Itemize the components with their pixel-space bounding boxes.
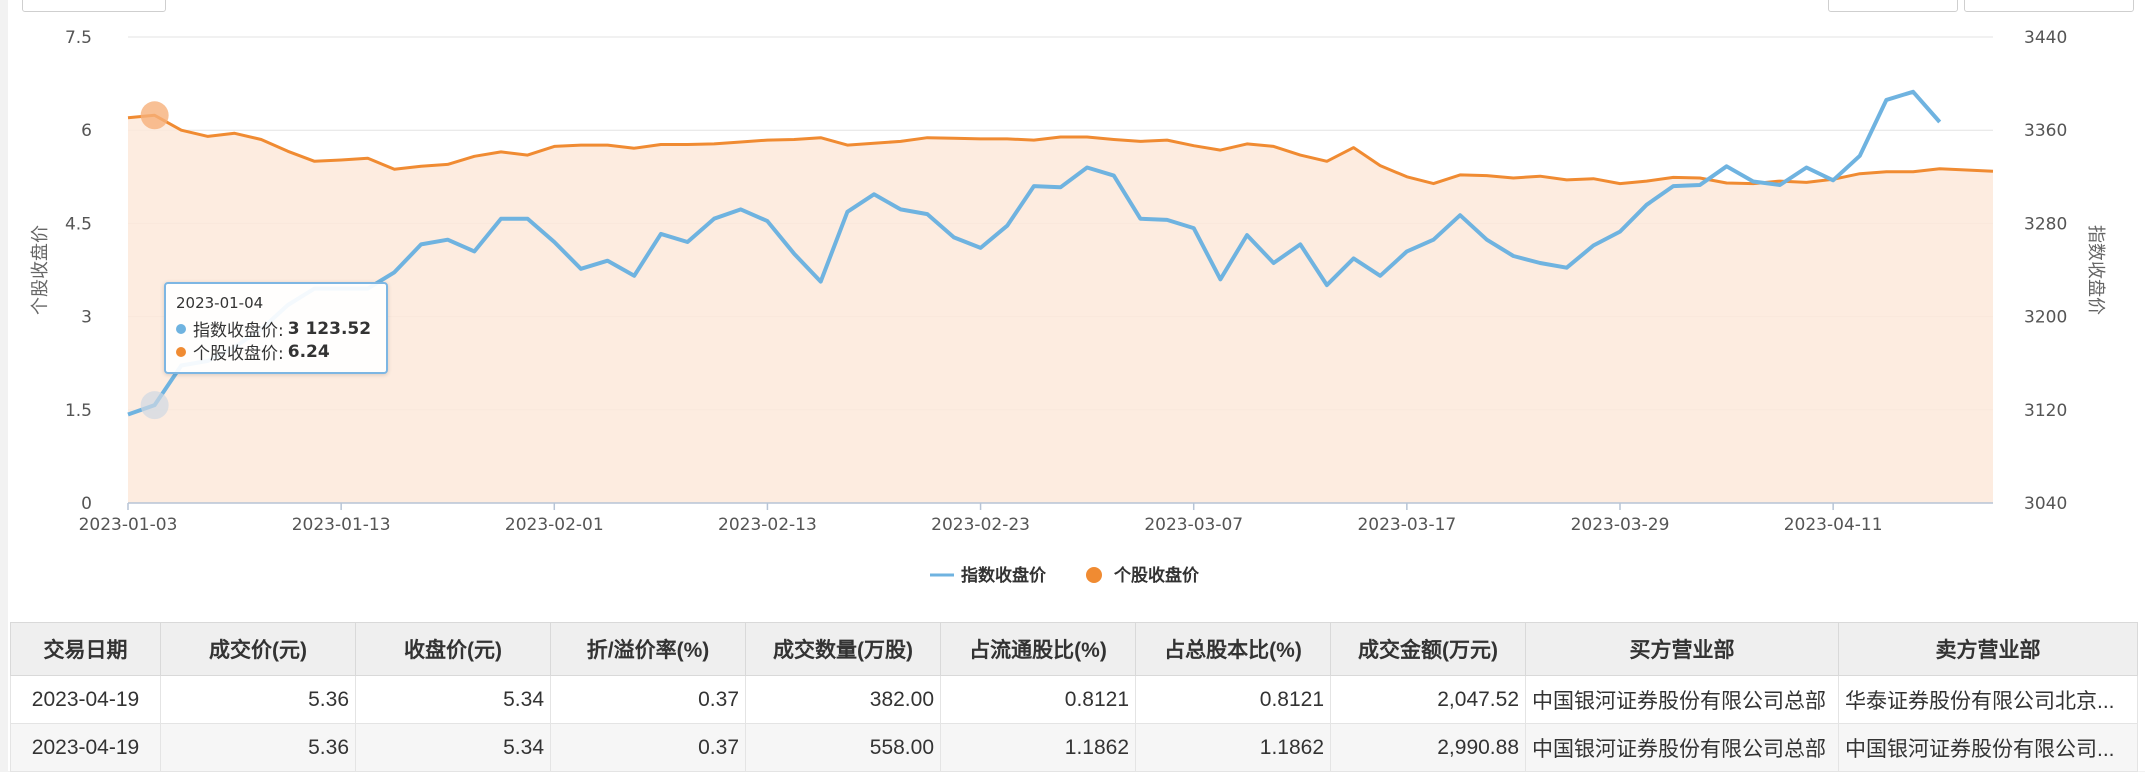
tooltip-index-row: 指数收盘价: 3 123.52 bbox=[176, 317, 376, 341]
top-right-button-2[interactable] bbox=[1964, 0, 2134, 12]
table-row[interactable]: 2023-04-19 5.36 5.34 0.37 558.00 1.1862 … bbox=[10, 723, 2138, 772]
index-dot-icon bbox=[176, 323, 186, 334]
legend[interactable]: 指数收盘价 个股收盘价 bbox=[930, 565, 1200, 586]
col-seller[interactable]: 卖方营业部 bbox=[1838, 622, 2138, 676]
block-trade-table: 交易日期 成交价(元) 收盘价(元) 折/溢价率(%) 成交数量(万股) 占流通… bbox=[10, 622, 2138, 772]
x-tick-label: 2023-04-11 bbox=[1784, 515, 1883, 535]
cell-total-ratio: 0.8121 bbox=[1135, 675, 1331, 724]
x-tick-label: 2023-01-03 bbox=[79, 515, 178, 535]
col-total-ratio[interactable]: 占总股本比(%) bbox=[1135, 622, 1331, 676]
y-left-tick-label: 0 bbox=[81, 494, 92, 514]
col-close-price[interactable]: 收盘价(元) bbox=[355, 622, 551, 676]
cell-date: 2023-04-19 bbox=[10, 723, 161, 772]
col-deal-price[interactable]: 成交价(元) bbox=[160, 622, 356, 676]
top-left-button[interactable] bbox=[22, 0, 166, 12]
cell-volume: 382.00 bbox=[745, 675, 941, 724]
tooltip-stock-value: 6.24 bbox=[287, 341, 330, 362]
cell-amount: 2,990.88 bbox=[1330, 723, 1526, 772]
top-right-button-1[interactable] bbox=[1828, 0, 1958, 12]
x-tick-label: 2023-03-17 bbox=[1357, 515, 1456, 535]
cell-float-ratio: 0.8121 bbox=[940, 675, 1136, 724]
x-tick-label: 2023-03-29 bbox=[1571, 515, 1670, 535]
x-tick-label: 2023-02-23 bbox=[931, 515, 1030, 535]
col-buyer[interactable]: 买方营业部 bbox=[1525, 622, 1839, 676]
legend-stock-swatch[interactable] bbox=[1086, 567, 1102, 583]
table-header-row: 交易日期 成交价(元) 收盘价(元) 折/溢价率(%) 成交数量(万股) 占流通… bbox=[10, 622, 2138, 676]
y-right-tick-label: 3040 bbox=[2024, 494, 2067, 514]
y-left-tick-label: 6 bbox=[81, 121, 92, 141]
stock-dot-icon bbox=[176, 346, 186, 357]
x-tick-label: 2023-01-13 bbox=[292, 515, 391, 535]
legend-index-label[interactable]: 指数收盘价 bbox=[961, 565, 1047, 586]
stock-area bbox=[128, 115, 1993, 504]
col-float-ratio[interactable]: 占流通股比(%) bbox=[940, 622, 1136, 676]
y-right-tick-label: 3200 bbox=[2024, 308, 2067, 328]
y-right-tick-label: 3280 bbox=[2024, 214, 2067, 234]
col-volume[interactable]: 成交数量(万股) bbox=[745, 622, 941, 676]
tooltip-stock-row: 个股收盘价: 6.24 bbox=[176, 340, 376, 364]
y-right-axis-title: 指数收盘价 bbox=[2085, 225, 2106, 315]
legend-stock-label[interactable]: 个股收盘价 bbox=[1113, 565, 1200, 586]
y-left-axis-title: 个股收盘价 bbox=[30, 225, 51, 315]
y-right-tick-label: 3120 bbox=[2024, 401, 2067, 421]
y-right-tick-label: 3360 bbox=[2024, 121, 2067, 141]
cell-premium-rate: 0.37 bbox=[550, 723, 746, 772]
cell-deal-price: 5.36 bbox=[160, 675, 356, 724]
cell-buyer: 中国银河证券股份有限公司总部 bbox=[1525, 723, 1839, 772]
tooltip-stock-label: 个股收盘价: bbox=[193, 344, 284, 364]
tooltip-date: 2023-01-04 bbox=[176, 294, 264, 312]
cell-buyer: 中国银河证券股份有限公司总部 bbox=[1525, 675, 1839, 724]
cell-close-price: 5.34 bbox=[355, 675, 551, 724]
cell-total-ratio: 1.1862 bbox=[1135, 723, 1331, 772]
cell-float-ratio: 1.1862 bbox=[940, 723, 1136, 772]
cell-date: 2023-04-19 bbox=[10, 675, 161, 724]
cell-deal-price: 5.36 bbox=[160, 723, 356, 772]
index-close-line[interactable] bbox=[127, 89, 1942, 417]
x-tick-label: 2023-02-01 bbox=[505, 515, 604, 535]
y-left-tick-label: 1.5 bbox=[65, 401, 92, 421]
hover-markers bbox=[140, 101, 169, 420]
chart-tooltip: 2023-01-04 指数收盘价: 3 123.52 个股收盘价: 6.24 bbox=[164, 282, 388, 374]
y-right-tick-label: 3440 bbox=[2024, 28, 2067, 48]
y-left-tick-label: 4.5 bbox=[65, 214, 92, 234]
price-chart[interactable]: 0 3040 1.5 3120 3 3200 4.5 3280 6 3360 7.5 3440 个股收盘… bbox=[0, 0, 2145, 610]
y-left-tick-label: 7.5 bbox=[65, 28, 92, 48]
table-row[interactable]: 2023-04-19 5.36 5.34 0.37 382.00 0.8121 … bbox=[10, 675, 2138, 724]
col-premium-rate[interactable]: 折/溢价率(%) bbox=[550, 622, 746, 676]
stock-area-fill bbox=[128, 115, 1993, 504]
cell-premium-rate: 0.37 bbox=[550, 675, 746, 724]
cell-seller: 中国银河证券股份有限公司... bbox=[1838, 723, 2138, 772]
y-left-tick-label: 3 bbox=[81, 308, 92, 328]
series-lines bbox=[127, 89, 1994, 417]
cell-seller: 华泰证券股份有限公司北京... bbox=[1838, 675, 2138, 724]
tooltip-index-value: 3 123.52 bbox=[287, 318, 372, 339]
stock-hover-marker bbox=[140, 101, 169, 130]
stock-close-line[interactable] bbox=[127, 113, 1994, 186]
col-trade-date[interactable]: 交易日期 bbox=[10, 622, 161, 676]
cell-amount: 2,047.52 bbox=[1330, 675, 1526, 724]
cell-volume: 558.00 bbox=[745, 723, 941, 772]
axes: 0 3040 1.5 3120 3 3200 4.5 3280 6 3360 7.5 3440 个股收盘… bbox=[30, 28, 2106, 535]
col-amount[interactable]: 成交金额(万元) bbox=[1330, 622, 1526, 676]
tooltip-index-label: 指数收盘价: bbox=[193, 321, 284, 341]
x-tick-label: 2023-02-13 bbox=[718, 515, 817, 535]
x-tick-label: 2023-03-07 bbox=[1144, 515, 1243, 535]
cell-close-price: 5.34 bbox=[355, 723, 551, 772]
index-hover-marker bbox=[140, 391, 169, 420]
